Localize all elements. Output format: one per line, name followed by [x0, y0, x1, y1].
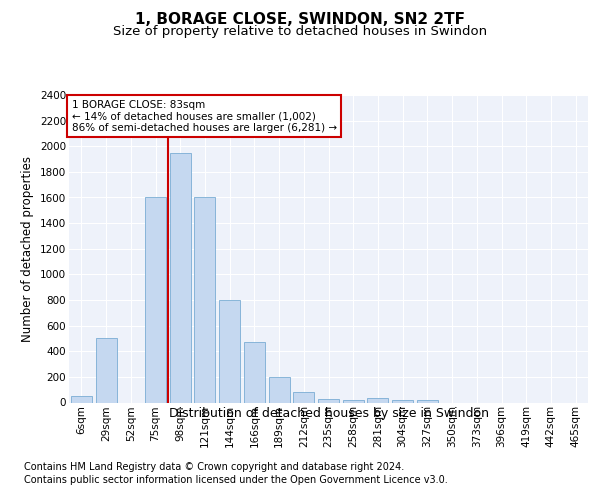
Bar: [145, 198, 166, 402]
Bar: [392, 400, 413, 402]
Bar: [244, 342, 265, 402]
Bar: [293, 392, 314, 402]
Bar: [343, 400, 364, 402]
Text: 1 BORAGE CLOSE: 83sqm
← 14% of detached houses are smaller (1,002)
86% of semi-d: 1 BORAGE CLOSE: 83sqm ← 14% of detached …: [71, 100, 337, 133]
Bar: [95, 338, 116, 402]
Bar: [219, 300, 240, 402]
Y-axis label: Number of detached properties: Number of detached properties: [22, 156, 34, 342]
Bar: [194, 198, 215, 402]
Text: 1, BORAGE CLOSE, SWINDON, SN2 2TF: 1, BORAGE CLOSE, SWINDON, SN2 2TF: [135, 12, 465, 28]
Bar: [269, 377, 290, 402]
Text: Size of property relative to detached houses in Swindon: Size of property relative to detached ho…: [113, 25, 487, 38]
Bar: [318, 398, 339, 402]
Text: Contains HM Land Registry data © Crown copyright and database right 2024.: Contains HM Land Registry data © Crown c…: [24, 462, 404, 472]
Text: Distribution of detached houses by size in Swindon: Distribution of detached houses by size …: [169, 408, 489, 420]
Text: Contains public sector information licensed under the Open Government Licence v3: Contains public sector information licen…: [24, 475, 448, 485]
Bar: [417, 400, 438, 402]
Bar: [71, 396, 92, 402]
Bar: [367, 398, 388, 402]
Bar: [170, 152, 191, 402]
